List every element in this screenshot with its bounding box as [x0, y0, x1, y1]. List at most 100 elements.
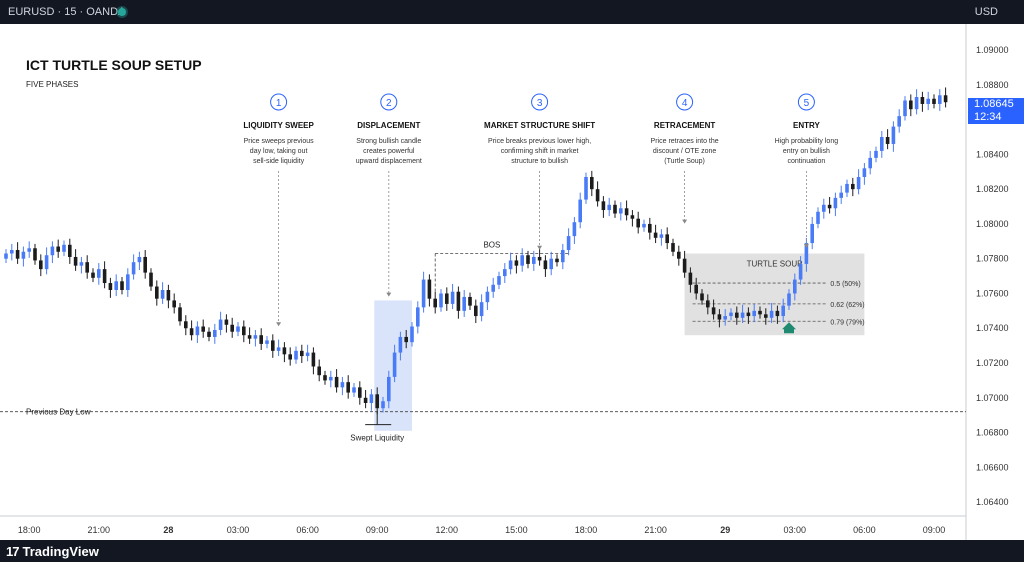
phase-description-line: sell-side liquidity [253, 158, 304, 165]
y-tick-label: 1.08200 [976, 184, 1009, 194]
tradingview-logo[interactable]: 17 TradingView [6, 544, 99, 559]
price-chart[interactable]: 1.090001.088001.086001.084001.082001.080… [0, 24, 1024, 540]
candle-body [769, 310, 774, 318]
candle-body [114, 281, 118, 290]
candle-body [10, 250, 14, 254]
candle-body [880, 137, 884, 151]
candle-body [740, 312, 745, 318]
candle-body [242, 326, 246, 336]
x-tick-label: 06:00 [853, 525, 876, 535]
candle-body [885, 137, 890, 144]
candle-body [491, 284, 495, 292]
candle-body [914, 97, 919, 110]
symbol-label[interactable]: EURUSD · 15 · OANDA [8, 6, 126, 18]
candle-body [508, 260, 513, 270]
currency-label[interactable]: USD [974, 6, 998, 18]
candle-body [822, 204, 826, 212]
candle-body [903, 100, 907, 117]
candle-body [630, 215, 635, 219]
x-tick-label: 03:00 [227, 525, 250, 535]
candle-body [532, 256, 536, 264]
candle-body [549, 258, 553, 270]
candle-body [619, 208, 623, 214]
candle-body [764, 314, 768, 318]
candle-body [798, 263, 803, 280]
candle-body [375, 394, 379, 409]
x-tick-label: 18:00 [18, 525, 41, 535]
candle-body [166, 289, 171, 301]
candle-body [178, 307, 182, 322]
candle-body [334, 376, 339, 388]
x-tick-label: 28 [163, 525, 173, 535]
candle-body [671, 243, 675, 252]
phase-number: 3 [537, 98, 543, 109]
candle-body [845, 183, 849, 193]
candle-body [700, 293, 704, 301]
candle-body [735, 312, 739, 318]
candle-body [340, 382, 345, 388]
candle-body [537, 256, 542, 261]
bos-label: BOS [483, 240, 500, 249]
candle-body [479, 302, 484, 317]
candle-body [323, 375, 327, 381]
candle-body [497, 276, 501, 285]
candle-body [595, 189, 600, 202]
candle-body [230, 324, 234, 332]
phase-pointer-arrow [276, 322, 282, 327]
candle-body [775, 310, 780, 317]
phase-description-line: High probability long [775, 138, 839, 145]
phase-number: 5 [804, 98, 810, 109]
chart-subtitle: FIVE PHASES [26, 80, 78, 89]
candle-body [56, 246, 60, 252]
phase-description-line: continuation [788, 158, 826, 165]
candle-body [514, 260, 519, 266]
candle-body [758, 310, 762, 315]
candle-body [137, 256, 142, 263]
phase-number-badge [531, 93, 549, 111]
phase-description-line: (Turtle Soup) [664, 158, 705, 165]
candle-body [653, 232, 658, 238]
candle-body [253, 335, 258, 339]
y-tick-label: 1.07400 [976, 323, 1009, 333]
candle-body [282, 347, 287, 355]
candle-body [247, 335, 252, 339]
candle-body [909, 100, 913, 110]
candle-body [184, 321, 188, 329]
candle-body [804, 243, 809, 264]
candle-body [189, 328, 194, 336]
candle-body [601, 201, 606, 211]
candle-body [311, 352, 316, 367]
candle-body [288, 354, 292, 360]
candle-body [433, 298, 437, 308]
phase-description-line: Strong bullish candle [356, 138, 421, 145]
candle-body [27, 248, 31, 252]
candle-body [462, 296, 466, 311]
candle-body [346, 382, 350, 393]
phase-title: RETRACEMENT [654, 121, 715, 130]
candle-body [259, 335, 263, 344]
x-tick-label: 09:00 [923, 525, 946, 535]
candle-body [706, 300, 710, 308]
candle-body [526, 255, 530, 264]
candle-body [21, 251, 26, 259]
candle-body [920, 97, 925, 104]
ote-level-label: 0.5 (50%) [830, 281, 860, 288]
y-tick-label: 1.09000 [976, 45, 1009, 55]
y-tick-label: 1.06800 [976, 428, 1009, 438]
candle-body [555, 258, 559, 263]
candle-body [636, 218, 640, 228]
candle-body [474, 305, 478, 317]
phase-description-line: Price retraces into the [651, 138, 719, 145]
candle-body [300, 350, 304, 357]
candle-body [891, 126, 896, 144]
phase-title: DISPLACEMENT [357, 121, 420, 130]
x-tick-label: 09:00 [366, 525, 389, 535]
candle-body [143, 256, 147, 273]
candle-body [926, 98, 930, 104]
y-tick-label: 1.06600 [976, 462, 1009, 472]
candle-body [271, 340, 275, 351]
phase-title: MARKET STRUCTURE SHIFT [484, 121, 595, 130]
candle-body [851, 183, 855, 190]
phase-description-line: day low, taking out [250, 148, 308, 155]
